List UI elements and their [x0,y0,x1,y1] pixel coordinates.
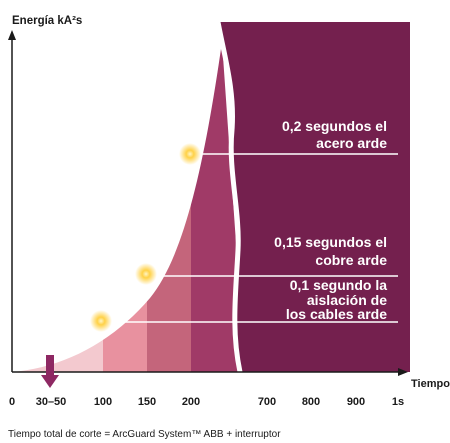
x-tick-900: 900 [347,396,365,408]
flash-point-cable [90,310,112,332]
flash-markers [90,143,201,332]
x-axis-label: Tiempo [411,378,450,390]
energy-curve-area [12,42,245,372]
x-tick-100: 100 [94,396,112,408]
x-tick-labels: 0 30–50 100 150 200 700 800 900 1s [9,396,404,408]
x-tick-0: 0 [9,396,15,408]
x-tick-1s: 1s [392,396,404,408]
band-0-100 [12,42,103,372]
annotation-steel-line-1: 0,2 segundos el [282,118,387,134]
x-tick-800: 800 [302,396,320,408]
axis-break-line [215,21,243,373]
y-axis-arrow [8,30,16,40]
flash-point-copper [135,263,157,285]
time-break-region [218,22,410,372]
cutoff-arrow-head [41,375,59,388]
flash-point-steel [179,143,201,165]
cutoff-arrow-shaft [46,355,54,377]
annotation-cable-line-1: 0,1 segundo la [290,277,387,293]
y-axis-label: Energía kA²s [12,15,82,27]
annotation-copper-line-1: 0,15 segundos el [274,234,387,250]
annotation-cable-line-2: aislación de [307,292,387,308]
band-150-200 [147,42,191,372]
x-tick-700: 700 [258,396,276,408]
cutoff-time-arrow [41,355,59,388]
footer-note: Tiempo total de corte = ArcGuard System™… [8,429,281,440]
annotation-copper-line-2: cobre arde [315,252,387,268]
x-tick-30-50: 30–50 [36,396,67,408]
annotation-cable-line-3: los cables arde [286,306,387,322]
x-axis-arrow [398,368,408,376]
annotation-steel-line-2: acero arde [316,135,387,151]
x-tick-150: 150 [138,396,156,408]
x-tick-200: 200 [182,396,200,408]
